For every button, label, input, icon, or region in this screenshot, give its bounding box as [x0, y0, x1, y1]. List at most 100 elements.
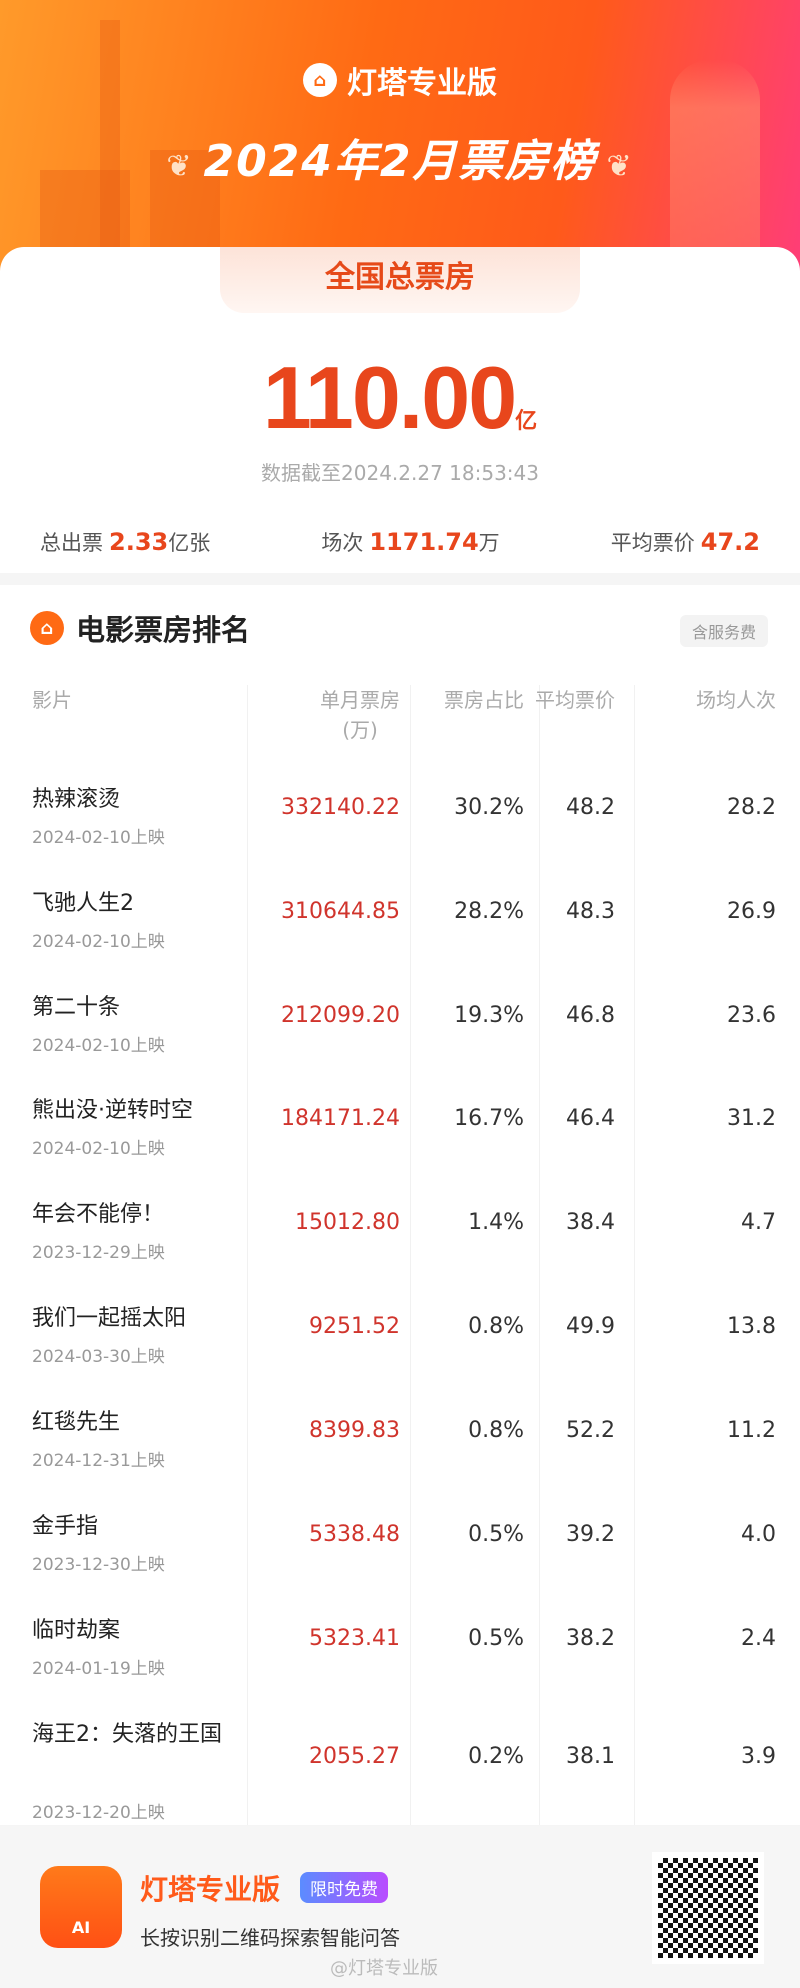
- laurel-icon: ❦: [166, 149, 194, 184]
- ranking-title: 电影票房排名: [76, 613, 251, 647]
- title-text: 2024年2月票房榜: [203, 136, 597, 187]
- film-name: 临时劫案: [32, 1618, 121, 1643]
- avg-attendance: 26.9: [727, 899, 776, 924]
- tower-silhouette: [100, 20, 120, 290]
- avg-attendance: 31.2: [727, 1106, 776, 1131]
- share: 1.4%: [468, 1210, 524, 1235]
- share: 0.8%: [468, 1418, 524, 1443]
- box-office: 9251.52: [309, 1314, 400, 1339]
- box-office: 2055.27: [309, 1744, 400, 1769]
- box-office: 332140.22: [281, 795, 400, 820]
- page-title: ❦ 2024年2月票房榜 ❦: [0, 125, 800, 189]
- release-date: 2024-03-30上映: [32, 1347, 165, 1367]
- avg-attendance: 13.8: [727, 1314, 776, 1339]
- avg-price: 46.8: [566, 1003, 615, 1028]
- lighthouse-logo-icon: ⌂: [303, 63, 337, 97]
- share: 19.3%: [454, 1003, 524, 1028]
- share: 0.5%: [468, 1522, 524, 1547]
- stat-value: 1171.74: [369, 528, 479, 556]
- film-name: 熊出没·逆转时空: [32, 1098, 193, 1123]
- box-office: 8399.83: [309, 1418, 400, 1443]
- column-divider: [410, 685, 411, 1825]
- release-date: 2023-12-20上映: [32, 1803, 165, 1823]
- qr-code[interactable]: [652, 1852, 764, 1964]
- lighthouse-logo-icon: ⌂: [30, 611, 64, 645]
- avg-price: 52.2: [566, 1418, 615, 1443]
- avg-attendance: 11.2: [727, 1418, 776, 1443]
- data-timestamp: 数据截至2024.2.27 18:53:43: [261, 461, 539, 485]
- total-unit: 亿: [515, 409, 538, 434]
- avg-price: 38.1: [566, 1744, 615, 1769]
- stat-value: 2.33: [109, 528, 169, 556]
- release-date: 2024-12-31上映: [32, 1451, 165, 1471]
- column-divider: [539, 685, 540, 1825]
- avg-price: 46.4: [566, 1106, 615, 1131]
- share: 30.2%: [454, 795, 524, 820]
- avg-attendance: 3.9: [741, 1744, 776, 1769]
- stat-label: 场次: [321, 531, 364, 555]
- film-name: 年会不能停！: [32, 1202, 165, 1227]
- release-date: 2023-12-30上映: [32, 1555, 165, 1575]
- column-divider: [634, 685, 635, 1825]
- column-header-avg-attendance: 场均人次: [696, 688, 776, 712]
- box-office: 184171.24: [281, 1106, 400, 1131]
- total-value: 110.00: [262, 348, 517, 447]
- summary-tab: 全国总票房: [220, 247, 580, 313]
- share: 0.8%: [468, 1314, 524, 1339]
- weibo-watermark: @灯塔专业版: [330, 1958, 438, 1979]
- avg-attendance: 4.0: [741, 1522, 776, 1547]
- release-date: 2023-12-29上映: [32, 1243, 165, 1263]
- box-office: 5338.48: [309, 1522, 400, 1547]
- brand: ⌂ 灯塔专业版: [0, 58, 800, 102]
- share: 28.2%: [454, 899, 524, 924]
- stat-tickets: 总出票 2.33亿张: [40, 527, 210, 557]
- ranking-section: ⌂ 电影票房排名 含服务费 影片 单月票房 (万) 票房占比 平均票价 场均人次 …: [0, 585, 800, 1825]
- stat-avg-price: 平均票价 47.2: [611, 527, 760, 557]
- avg-attendance: 23.6: [727, 1003, 776, 1028]
- release-date: 2024-01-19上映: [32, 1659, 165, 1679]
- column-header-avg-price: 平均票价: [535, 688, 615, 712]
- avg-price: 48.3: [566, 899, 615, 924]
- box-office: 5323.41: [309, 1626, 400, 1651]
- release-date: 2024-02-10上映: [32, 1139, 165, 1159]
- laurel-icon: ❦: [606, 149, 634, 184]
- column-divider: [247, 685, 248, 1825]
- stat-value: 47.2: [700, 528, 760, 556]
- stats-row: 总出票 2.33亿张 场次 1171.74万 平均票价 47.2: [40, 527, 760, 557]
- stat-label: 平均票价: [610, 531, 695, 555]
- app-icon[interactable]: AI: [40, 1866, 122, 1948]
- box-office: 15012.80: [295, 1210, 400, 1235]
- share: 0.2%: [468, 1744, 524, 1769]
- summary-card: 全国总票房 110.00亿 数据截至2024.2.27 18:53:43 总出票…: [0, 247, 800, 573]
- avg-attendance: 2.4: [741, 1626, 776, 1651]
- qr-pattern: [658, 1858, 758, 1958]
- column-header-box-office: 单月票房 (万): [320, 688, 400, 742]
- film-name: 第二十条: [32, 995, 121, 1020]
- stat-label: 总出票: [40, 531, 103, 555]
- box-office: 212099.20: [281, 1003, 400, 1028]
- release-date: 2024-02-10上映: [32, 932, 165, 952]
- column-header-share: 票房占比: [444, 688, 524, 712]
- ranking-header: ⌂ 电影票房排名: [30, 607, 250, 649]
- film-name: 红毯先生: [32, 1410, 121, 1435]
- column-header-film: 影片: [32, 688, 72, 712]
- brand-name: 灯塔专业版: [347, 66, 497, 101]
- release-date: 2024-02-10上映: [32, 1036, 165, 1056]
- avg-price: 48.2: [566, 795, 615, 820]
- stat-unit: 亿张: [168, 531, 211, 555]
- stat-screenings: 场次 1171.74万: [321, 527, 499, 557]
- avg-attendance: 28.2: [727, 795, 776, 820]
- tagline: 长按识别二维码探索智能问答: [140, 1926, 400, 1950]
- avg-price: 38.2: [566, 1626, 615, 1651]
- avg-attendance: 4.7: [741, 1210, 776, 1235]
- film-name: 海王2：失落的王国: [32, 1722, 222, 1747]
- app-name: 灯塔专业版: [140, 1873, 281, 1906]
- avg-price: 38.4: [566, 1210, 615, 1235]
- service-fee-badge: 含服务费: [679, 615, 768, 647]
- box-office: 310644.85: [281, 899, 400, 924]
- avg-price: 39.2: [566, 1522, 615, 1547]
- share: 0.5%: [468, 1626, 524, 1651]
- footer-promo: AI 灯塔专业版 限时免费 长按识别二维码探索智能问答 @灯塔专业版: [0, 1826, 800, 1988]
- avg-price: 49.9: [566, 1314, 615, 1339]
- release-date: 2024-02-10上映: [32, 828, 165, 848]
